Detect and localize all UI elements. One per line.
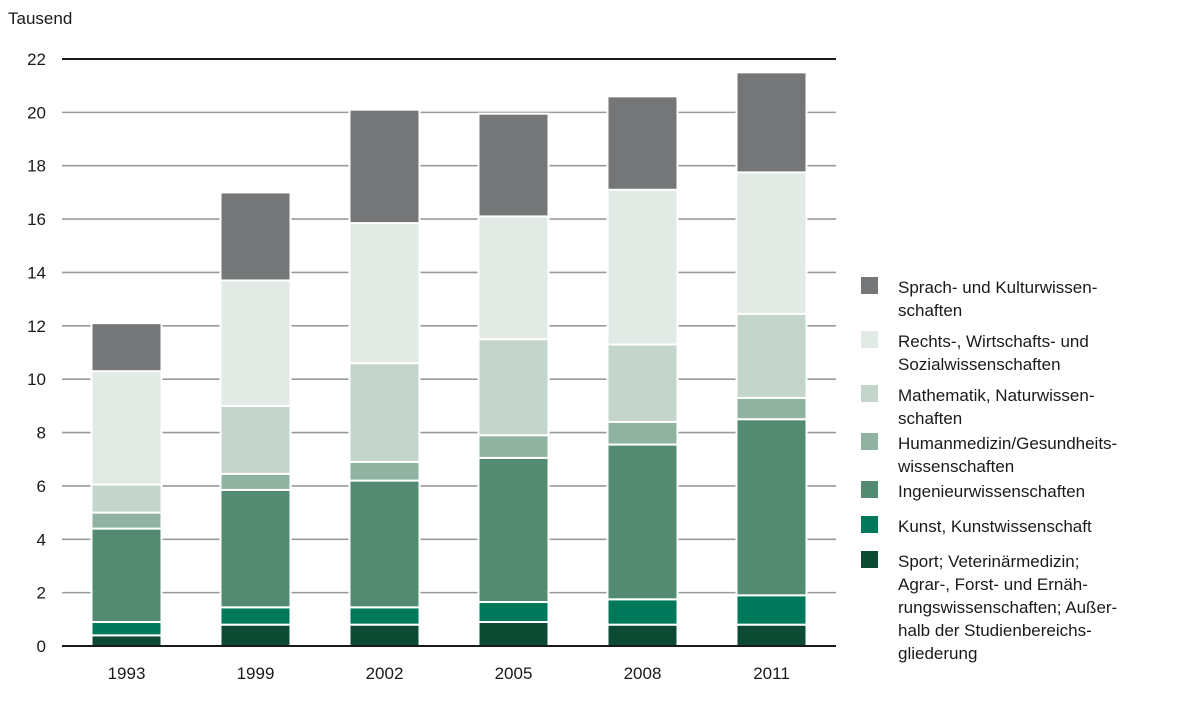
bar-segment [348,479,421,609]
legend-label: Humanmedizin/Gesundheits- wissenschaften [898,434,1118,476]
y-tick-label: 0 [37,637,46,656]
gridlines [62,58,836,647]
bar-segment [348,362,421,463]
legend-item: Rechts-, Wirtschafts- und Sozialwissensc… [861,330,1171,376]
y-tick-label: 4 [37,530,46,549]
legend-label: Mathematik, Naturwissen- schaften [898,386,1095,428]
legend-label: Kunst, Kunstwissenschaft [898,517,1092,536]
bar-segment [735,312,808,399]
y-tick-label: 22 [27,50,46,69]
bar-segment [219,488,292,609]
bar-segment [477,434,550,459]
legend-item: Kunst, Kunstwissenschaft [861,515,1171,538]
bar-segment [90,322,163,373]
x-tick-label: 2005 [495,664,533,683]
bar-segment [477,600,550,623]
legend-item: Humanmedizin/Gesundheits- wissenschaften [861,432,1171,478]
legend-item: Mathematik, Naturwissen- schaften [861,384,1171,430]
bar-segment [606,95,679,191]
bar-segment [606,598,679,626]
x-tick-label: 1993 [108,664,146,683]
legend-swatch [861,481,878,498]
bar-segment [477,338,550,437]
x-tick-label: 2008 [624,664,662,683]
y-tick-label: 10 [27,370,46,389]
bar-segment [735,71,808,174]
legend-label: Ingenieurwissenschaften [898,482,1086,501]
legend-item: Sprach- und Kulturwissen- schaften [861,276,1171,322]
legend-swatch [861,433,878,450]
bar-segment [606,443,679,601]
legend-label: Rechts-, Wirtschafts- und Sozialwissensc… [898,332,1089,374]
y-axis-ticks: 0 2 4 6 8 10 12 14 16 18 20 22 [27,50,46,656]
y-tick-label: 20 [27,103,46,122]
bar-segment [735,594,808,626]
bar-segment [606,623,679,647]
legend-swatch [861,516,878,533]
bar-segment [477,456,550,603]
y-tick-label: 8 [37,424,46,443]
bar-segment [90,370,163,486]
bar-segment [735,396,808,421]
bar-segment [735,171,808,315]
x-tick-label: 1999 [237,664,275,683]
bar-segment [606,343,679,423]
bar-segment [90,483,163,514]
legend-item: Ingenieurwissenschaften [861,480,1171,503]
y-tick-label: 14 [27,263,46,282]
bar-segment [348,222,421,365]
legend-swatch [861,277,878,294]
y-tick-label: 16 [27,210,46,229]
y-tick-label: 18 [27,157,46,176]
bar-segment [219,606,292,626]
y-tick-label: 6 [37,477,46,496]
legend-item: Sport; Veterinärmedizin; Agrar-, Forst- … [861,550,1171,665]
bar-segment [90,527,163,623]
legend-label: Sprach- und Kulturwissen- schaften [898,278,1098,320]
legend-swatch [861,385,878,402]
bar-segment [219,623,292,647]
bar-segment [90,511,163,530]
bar-segment [477,112,550,218]
bar-segment [219,404,292,475]
bar-segment [348,460,421,482]
bar-segment [348,623,421,647]
bar-segment [90,620,163,637]
bar-segment [606,420,679,446]
bar-segment [477,620,550,648]
x-axis-ticks: 1993 1999 2002 2005 2008 2011 [62,645,836,683]
y-axis-label: Tausend [8,9,72,28]
bars [90,71,808,648]
x-tick-label: 2002 [366,664,404,683]
legend-swatch [861,331,878,348]
bar-segment [90,634,163,647]
bar-segment [219,279,292,407]
bar-segment [348,108,421,225]
y-tick-label: 2 [37,584,46,603]
x-tick-label: 2011 [753,664,790,683]
bar-segment [219,472,292,491]
bar-segment [735,418,808,597]
bar-segment [348,606,421,626]
legend-label: Sport; Veterinärmedizin; Agrar-, Forst- … [898,552,1118,663]
bar-segment [219,191,292,282]
legend-swatch [861,551,878,568]
legend: Sprach- und Kulturwissen- schaften Rechts… [861,276,1171,665]
bar-segment [606,188,679,346]
bar-segment [477,215,550,341]
bar-segment [735,623,808,647]
y-tick-label: 12 [27,317,46,336]
